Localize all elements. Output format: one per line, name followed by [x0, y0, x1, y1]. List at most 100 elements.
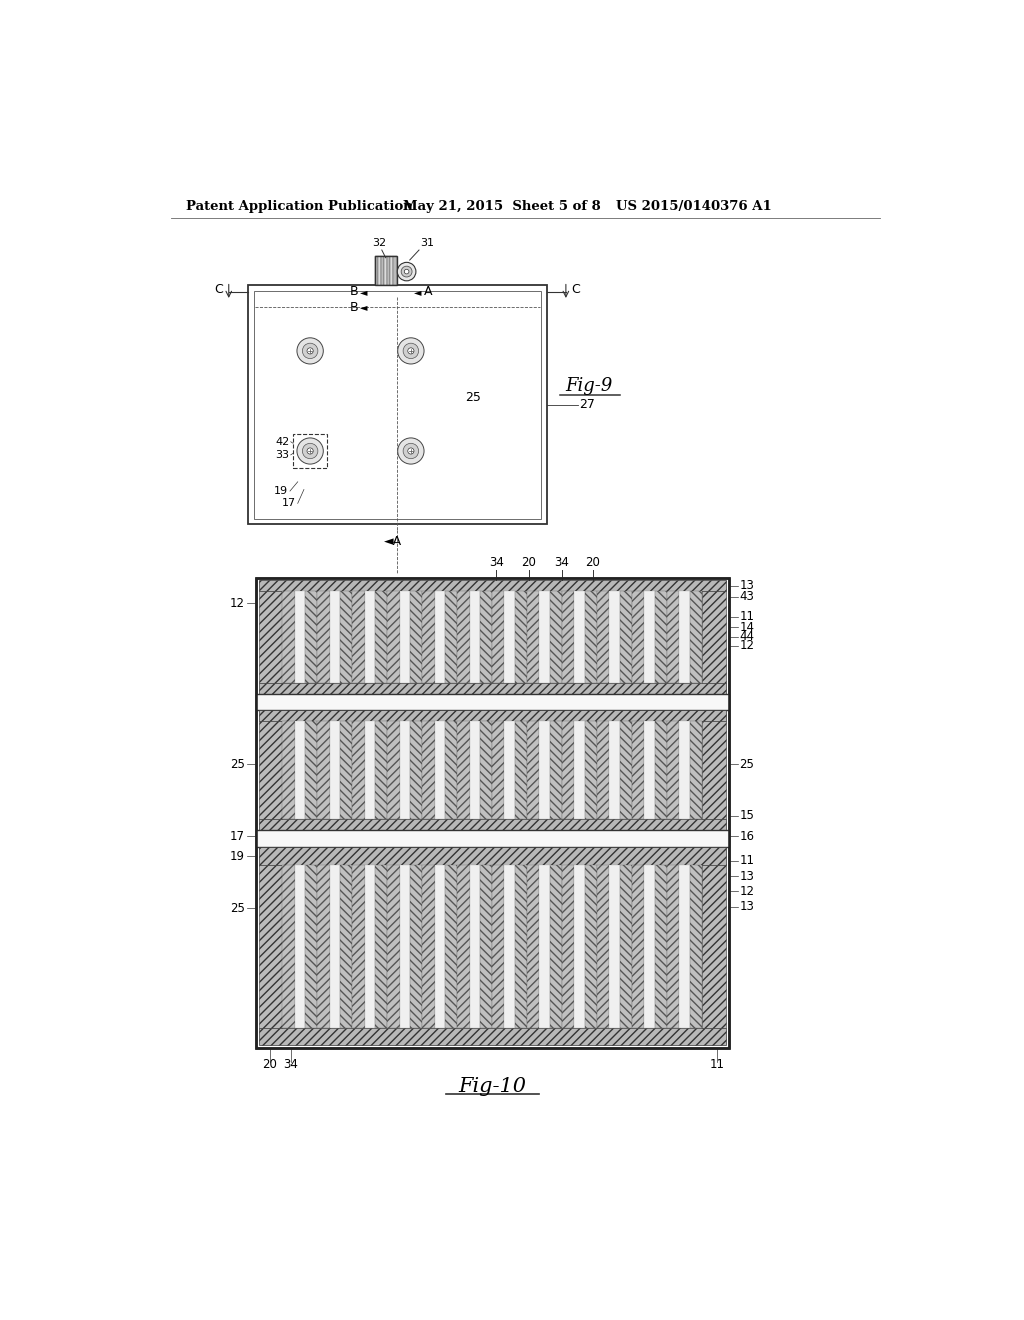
Bar: [493, 865, 505, 1027]
Bar: [655, 865, 668, 1027]
Bar: [295, 865, 305, 1027]
Bar: [562, 590, 574, 684]
Bar: [340, 721, 352, 820]
Bar: [540, 721, 550, 820]
Text: 42: 42: [275, 437, 289, 446]
Text: 12: 12: [739, 639, 755, 652]
Bar: [668, 865, 680, 1027]
Bar: [493, 590, 505, 684]
Text: 11: 11: [739, 610, 755, 623]
Circle shape: [408, 447, 414, 454]
Bar: [458, 721, 470, 820]
Bar: [680, 865, 690, 1027]
Bar: [680, 590, 690, 684]
Bar: [259, 710, 726, 721]
Bar: [295, 590, 305, 684]
Bar: [317, 590, 330, 684]
Bar: [259, 865, 283, 1027]
Text: 25: 25: [230, 758, 245, 771]
Bar: [527, 721, 540, 820]
Bar: [352, 590, 365, 684]
Bar: [248, 285, 547, 524]
Text: 17: 17: [230, 829, 245, 842]
Bar: [690, 721, 702, 820]
Text: C: C: [571, 282, 581, 296]
Bar: [387, 721, 399, 820]
Text: ◄: ◄: [360, 286, 368, 297]
Bar: [352, 865, 365, 1027]
Bar: [365, 865, 375, 1027]
Bar: [574, 590, 585, 684]
Bar: [515, 721, 527, 820]
Text: 34: 34: [488, 556, 504, 569]
Text: 12: 12: [739, 884, 755, 898]
Bar: [562, 865, 574, 1027]
Bar: [375, 865, 387, 1027]
Bar: [702, 865, 726, 1027]
Bar: [399, 590, 410, 684]
Bar: [259, 820, 726, 830]
Bar: [259, 590, 283, 684]
Bar: [597, 590, 609, 684]
Bar: [399, 865, 410, 1027]
Text: ◄A: ◄A: [384, 535, 402, 548]
Circle shape: [297, 338, 324, 364]
Bar: [283, 865, 295, 1027]
Bar: [644, 721, 655, 820]
Bar: [352, 721, 365, 820]
Bar: [655, 590, 668, 684]
Bar: [585, 865, 597, 1027]
Text: 25: 25: [739, 758, 755, 771]
Bar: [470, 721, 480, 820]
Bar: [445, 721, 458, 820]
Bar: [340, 865, 352, 1027]
Text: 34: 34: [284, 1059, 298, 1072]
Circle shape: [302, 343, 317, 359]
Circle shape: [397, 338, 424, 364]
Bar: [470, 865, 480, 1027]
Bar: [434, 865, 445, 1027]
Bar: [620, 865, 632, 1027]
Text: 20: 20: [262, 1059, 278, 1072]
Text: 19: 19: [274, 486, 289, 496]
Bar: [609, 865, 620, 1027]
Bar: [702, 721, 726, 820]
Bar: [585, 590, 597, 684]
Bar: [574, 721, 585, 820]
Text: 43: 43: [739, 590, 755, 603]
Bar: [422, 721, 434, 820]
Bar: [655, 721, 668, 820]
Text: B: B: [350, 285, 358, 298]
Bar: [527, 865, 540, 1027]
Bar: [690, 865, 702, 1027]
Bar: [434, 721, 445, 820]
Bar: [365, 721, 375, 820]
Bar: [375, 256, 378, 285]
Bar: [259, 581, 726, 590]
Text: 17: 17: [282, 499, 296, 508]
Bar: [293, 434, 328, 469]
Circle shape: [401, 267, 412, 277]
Text: 13: 13: [739, 579, 755, 593]
Bar: [305, 865, 317, 1027]
Bar: [330, 721, 340, 820]
Text: ◄: ◄: [415, 286, 422, 297]
Bar: [390, 256, 393, 285]
Circle shape: [397, 438, 424, 465]
Bar: [550, 590, 562, 684]
Bar: [256, 830, 729, 847]
Circle shape: [403, 444, 419, 459]
Bar: [254, 290, 541, 519]
Bar: [505, 590, 515, 684]
Bar: [381, 256, 384, 285]
Bar: [550, 865, 562, 1027]
Bar: [550, 721, 562, 820]
Bar: [259, 684, 726, 693]
Text: 44: 44: [739, 630, 755, 643]
Bar: [283, 590, 295, 684]
Bar: [387, 590, 399, 684]
Text: 32: 32: [373, 239, 386, 248]
Circle shape: [403, 343, 419, 359]
Text: ◄: ◄: [360, 302, 368, 312]
Bar: [340, 590, 352, 684]
